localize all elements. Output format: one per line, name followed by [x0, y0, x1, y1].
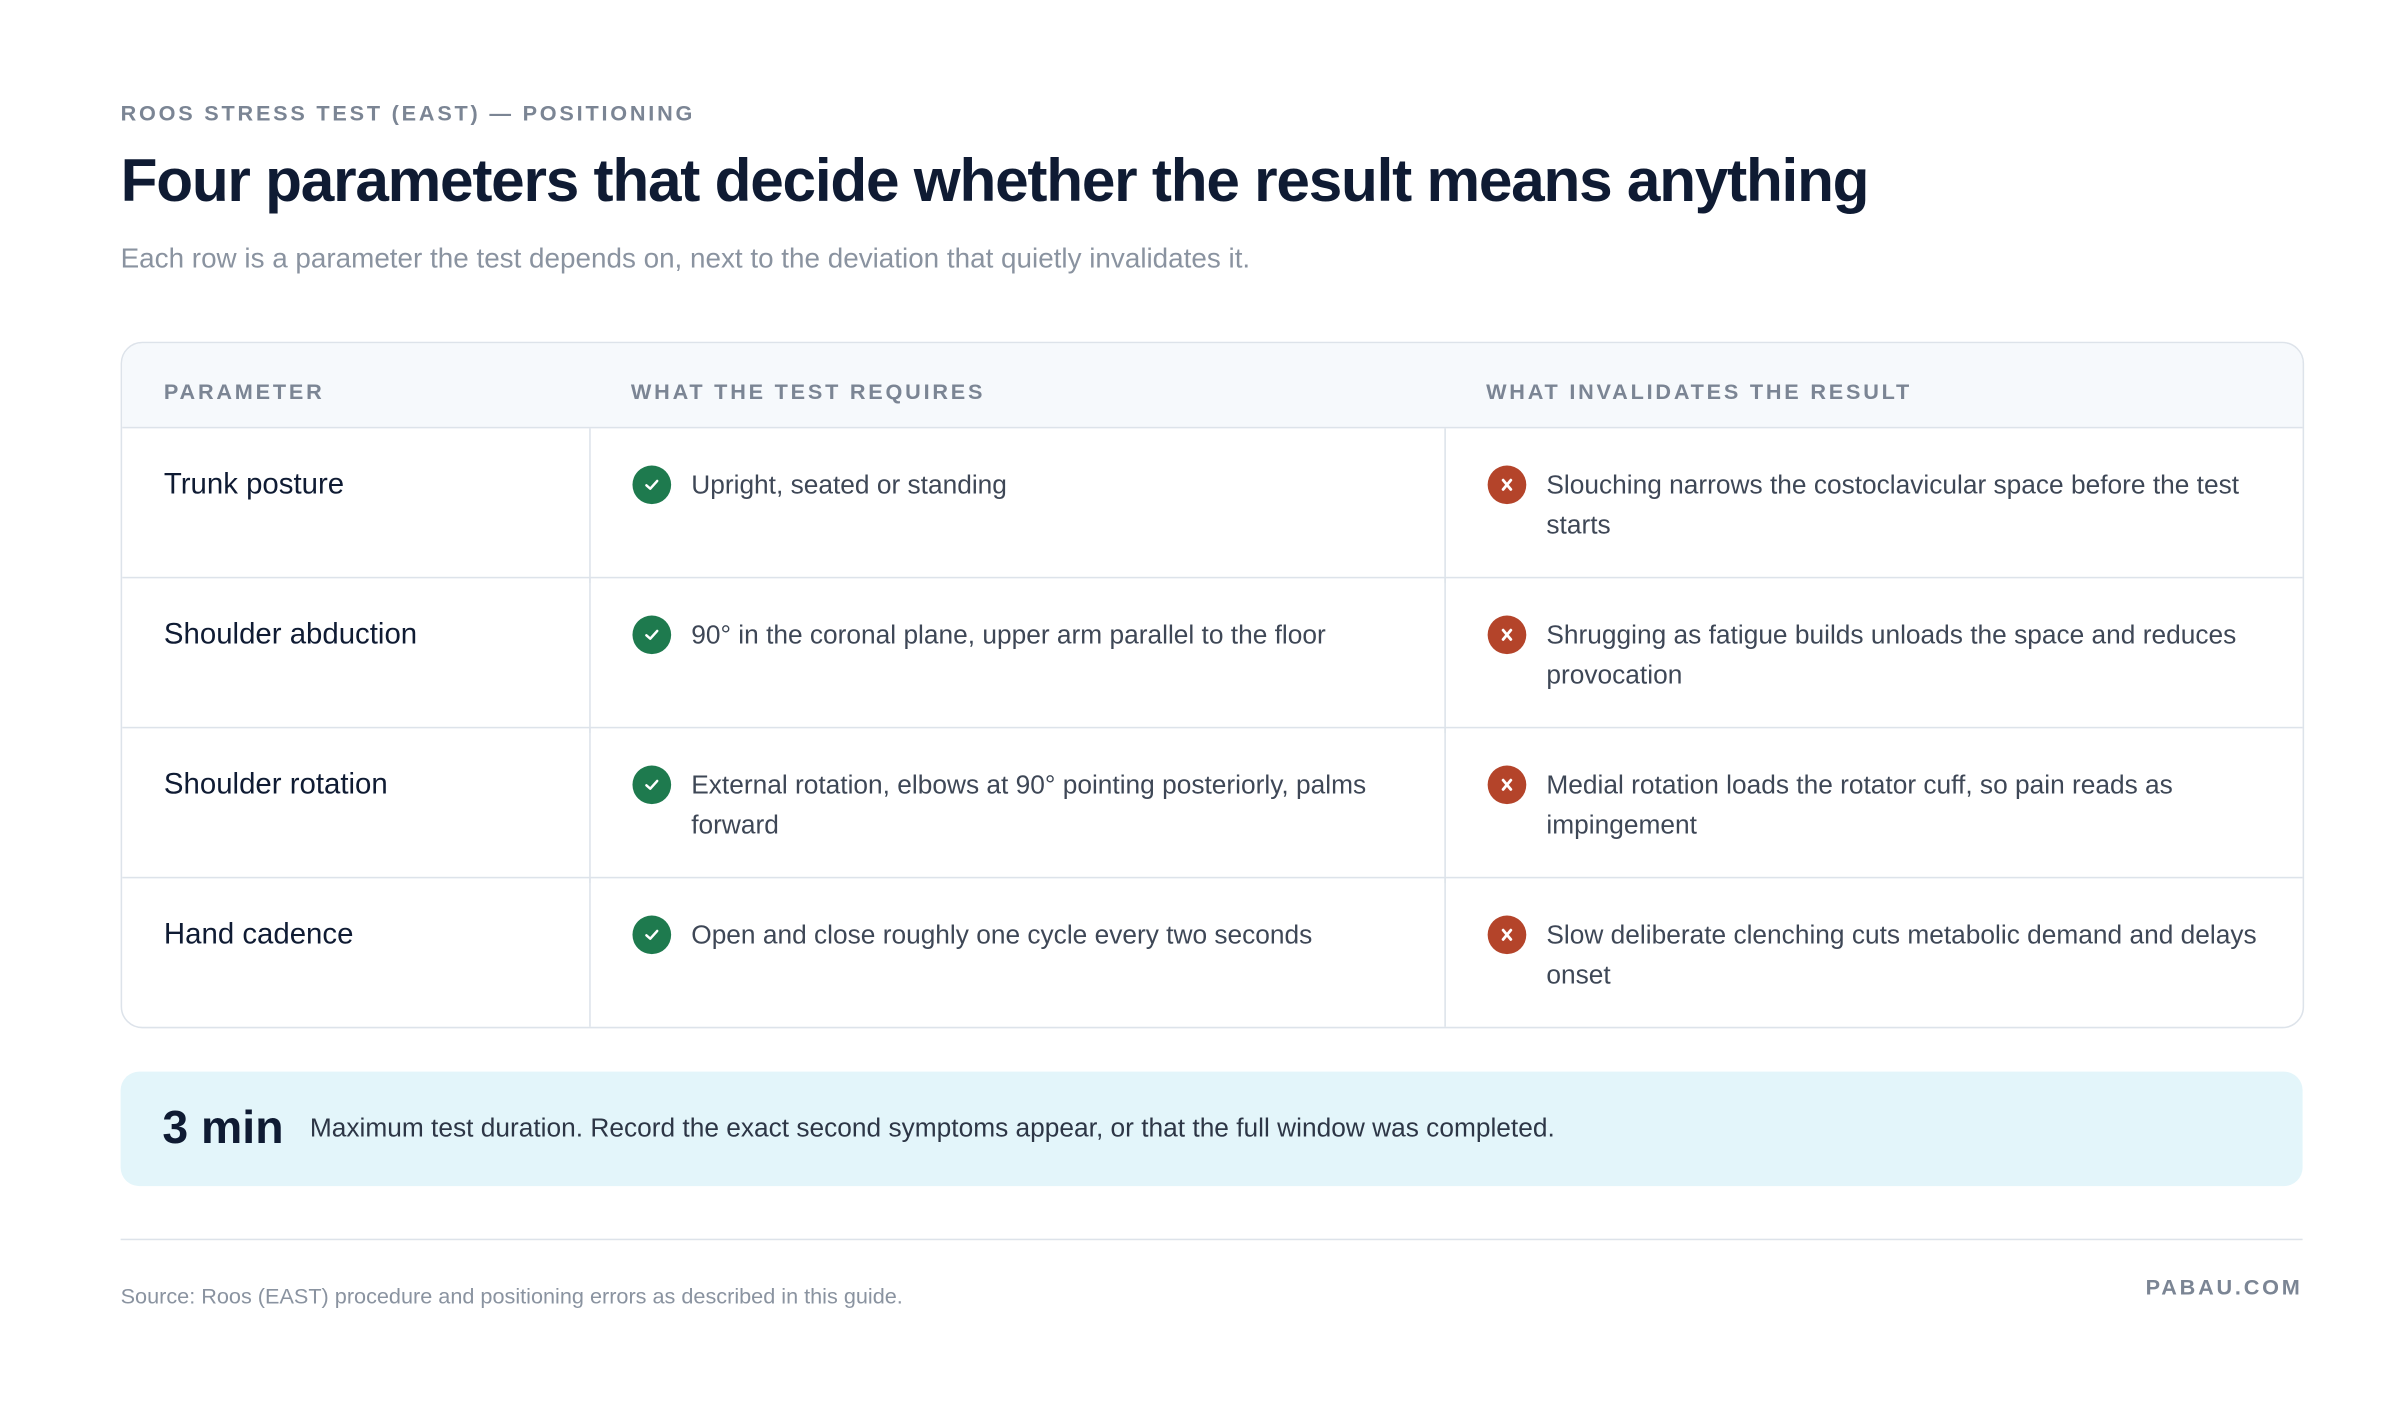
header-row: PARAMETER WHAT THE TEST REQUIRES WHAT INVA… [122, 343, 2303, 427]
cross-icon [1487, 915, 1527, 955]
check-icon [632, 915, 672, 955]
cell-text: Shoulder abduction [163, 618, 418, 652]
column-header: WHAT THE TEST REQUIRES [630, 378, 986, 404]
table-row: Trunk posture Upright, seated or standing… [122, 426, 2303, 583]
cell-text: External rotation, elbows at 90° pointin… [691, 770, 1367, 840]
cell-text: Slouching narrows the costoclavicular sp… [1546, 470, 2240, 540]
table-cell: External rotation, elbows at 90° pointin… [589, 728, 1444, 883]
divider [120, 1238, 2303, 1241]
callout-text: Maximum test duration. Record the exact … [309, 1113, 1555, 1143]
callout-value: 3 min [162, 1102, 284, 1154]
table-row: Hand cadence Open and close roughly one c… [122, 876, 2303, 1027]
table-cell: Slouching narrows the costoclavicular sp… [1444, 428, 2302, 583]
cross-icon [1487, 615, 1527, 655]
table-cell: Upright, seated or standing [589, 428, 1444, 583]
table-cell: 90° in the coronal plane, upper arm para… [589, 578, 1444, 733]
table-cell: Shoulder rotation [122, 728, 589, 883]
cell-text: Open and close roughly one cycle every t… [691, 920, 1313, 950]
column-header: PARAMETER [163, 378, 325, 404]
table-row: Shoulder rotation External rotation, elbo… [122, 726, 2303, 883]
check-icon [632, 615, 672, 655]
cell-text: Medial rotation loads the rotator cuff, … [1546, 770, 2173, 840]
table-cell: Open and close roughly one cycle every t… [589, 878, 1444, 1027]
table-cell: Trunk posture [122, 428, 589, 583]
table-cell: Hand cadence [122, 878, 589, 1026]
cell-text: Hand cadence [163, 918, 354, 952]
subtitle: Each row is a parameter the test depends… [120, 242, 1251, 274]
cross-icon [1487, 765, 1527, 805]
table-cell: Shoulder abduction [122, 578, 589, 733]
source: Source: Roos (EAST) procedure and positi… [120, 1283, 903, 1309]
cell-text: Upright, seated or standing [691, 470, 1007, 500]
table-cell: Shrugging as fatigue builds unloads the … [1444, 578, 2302, 733]
table-cell: Slow deliberate clenching cuts metabolic… [1444, 878, 2302, 1027]
title: Four parameters that decide whether the … [120, 148, 1870, 215]
table: PARAMETER WHAT THE TEST REQUIRES WHAT INVA… [120, 341, 2305, 1029]
cell-text: Trunk posture [163, 468, 345, 502]
cell-text: 90° in the coronal plane, upper arm para… [691, 620, 1326, 650]
cell-text: Shoulder rotation [163, 768, 388, 802]
callout: 3 min Maximum test duration. Record the … [120, 1071, 2303, 1187]
check-icon [632, 765, 672, 805]
eyebrow: ROOS STRESS TEST (EAST) — POSITIONING [120, 100, 696, 126]
brand: PABAU.COM [2145, 1274, 2303, 1299]
cell-text: Shrugging as fatigue builds unloads the … [1546, 620, 2237, 690]
table-row: Shoulder abduction 90° in the coronal pla… [122, 576, 2303, 733]
column-header: WHAT INVALIDATES THE RESULT [1486, 378, 1913, 404]
check-icon [632, 465, 672, 505]
cell-text: Slow deliberate clenching cuts metabolic… [1546, 920, 2257, 990]
table-cell: Medial rotation loads the rotator cuff, … [1444, 728, 2302, 883]
cross-icon [1487, 465, 1527, 505]
